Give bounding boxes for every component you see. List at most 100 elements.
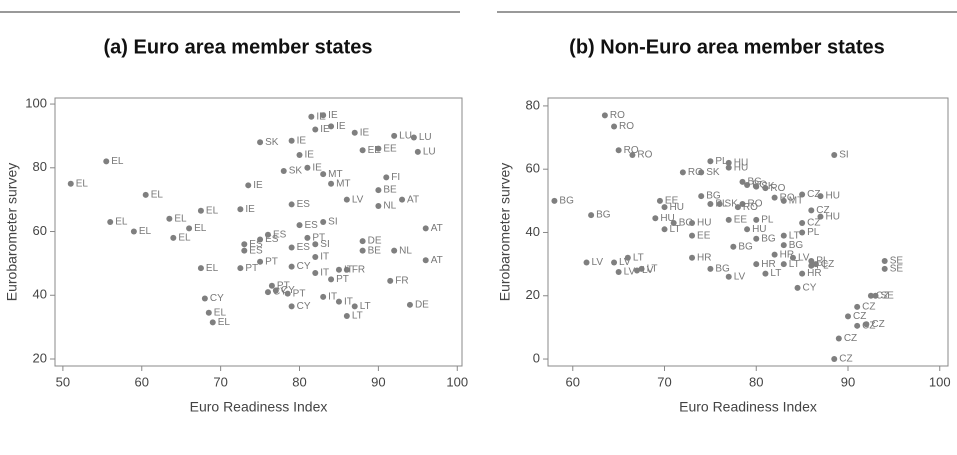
point xyxy=(320,112,327,119)
point-label: CZ xyxy=(853,311,866,322)
point xyxy=(257,258,264,265)
point xyxy=(615,269,622,276)
point xyxy=(320,293,327,300)
point xyxy=(304,234,311,241)
point xyxy=(725,159,732,166)
point-label: HU xyxy=(825,191,839,202)
point-label: HR xyxy=(697,252,711,263)
point xyxy=(670,219,677,226)
point-label: IT xyxy=(328,291,337,302)
point-label: FI xyxy=(391,172,400,183)
point xyxy=(288,137,295,144)
y-tick-label: 80 xyxy=(33,159,47,174)
y-axis-label: Eurobarometer survey xyxy=(4,163,20,302)
point xyxy=(624,254,631,261)
point-label: EL xyxy=(214,307,227,318)
point-label: NL xyxy=(399,245,412,256)
point-label: IE xyxy=(253,180,263,191)
point xyxy=(588,212,595,219)
point-label: RO xyxy=(747,199,762,210)
point-label: EL xyxy=(206,263,219,274)
point xyxy=(780,261,787,268)
point-label: CY xyxy=(281,285,295,296)
point xyxy=(867,292,874,299)
point xyxy=(817,193,824,200)
point-label: IE xyxy=(245,204,255,215)
point-label: EL xyxy=(111,156,124,167)
point xyxy=(280,167,287,174)
point xyxy=(343,312,350,319)
point-label: IT xyxy=(344,264,353,275)
point xyxy=(312,254,319,261)
point-label: ES xyxy=(249,239,263,250)
point xyxy=(257,236,264,243)
point xyxy=(707,265,714,272)
point xyxy=(387,277,394,284)
point-label: EE xyxy=(368,145,382,156)
x-tick-label: 90 xyxy=(841,374,855,389)
point-label: BG xyxy=(559,195,574,206)
point-label: LT xyxy=(360,301,371,312)
point xyxy=(689,219,696,226)
point xyxy=(288,244,295,251)
point xyxy=(241,241,248,248)
x-tick-label: 100 xyxy=(929,374,951,389)
point-label: ES xyxy=(297,242,311,253)
point xyxy=(835,335,842,342)
point xyxy=(808,207,815,214)
point-label: RO xyxy=(780,192,795,203)
point xyxy=(67,180,74,187)
point xyxy=(422,225,429,232)
point-label: BG xyxy=(679,218,694,229)
point xyxy=(312,126,319,133)
point-label: EL xyxy=(194,223,207,234)
point-label: SI xyxy=(320,239,329,250)
point-label: PT xyxy=(293,288,306,299)
point xyxy=(296,152,303,159)
point xyxy=(633,267,640,274)
x-tick-label: 90 xyxy=(371,374,385,389)
point-label: SE xyxy=(881,290,895,301)
point xyxy=(103,158,110,165)
point-label: HR xyxy=(761,259,775,270)
point-label: AT xyxy=(431,255,443,266)
point xyxy=(725,164,732,171)
point xyxy=(780,232,787,239)
point xyxy=(410,134,417,141)
point-label: HR xyxy=(780,249,794,260)
point xyxy=(335,298,342,305)
point-label: CZ xyxy=(839,354,852,365)
y-tick-label: 60 xyxy=(526,161,540,176)
point xyxy=(264,289,271,296)
point-label: AT xyxy=(407,194,419,205)
point xyxy=(762,185,769,192)
point xyxy=(854,322,861,329)
point-label: LT xyxy=(770,268,781,279)
point xyxy=(739,178,746,185)
point xyxy=(264,231,271,238)
point xyxy=(881,265,888,272)
point xyxy=(406,301,413,308)
point-label: BG xyxy=(747,176,762,187)
point xyxy=(762,270,769,277)
point xyxy=(744,226,751,233)
panel-title: (b) Non-Euro area member states xyxy=(569,36,885,58)
point xyxy=(320,171,327,178)
point-label: EE xyxy=(383,143,397,154)
x-tick-label: 60 xyxy=(566,374,580,389)
point xyxy=(698,169,705,176)
point-label: EL xyxy=(218,317,231,328)
point xyxy=(753,183,760,190)
point-label: EL xyxy=(151,190,164,201)
point xyxy=(734,204,741,211)
point xyxy=(679,169,686,176)
point-label: EL xyxy=(174,213,187,224)
point xyxy=(288,263,295,270)
x-tick-label: 70 xyxy=(213,374,227,389)
point-label: ES xyxy=(305,220,319,231)
point xyxy=(391,247,398,254)
point-label: CZ xyxy=(871,319,884,330)
point xyxy=(872,292,879,299)
point-label: HU xyxy=(660,213,674,224)
point-label: HU xyxy=(752,224,766,235)
